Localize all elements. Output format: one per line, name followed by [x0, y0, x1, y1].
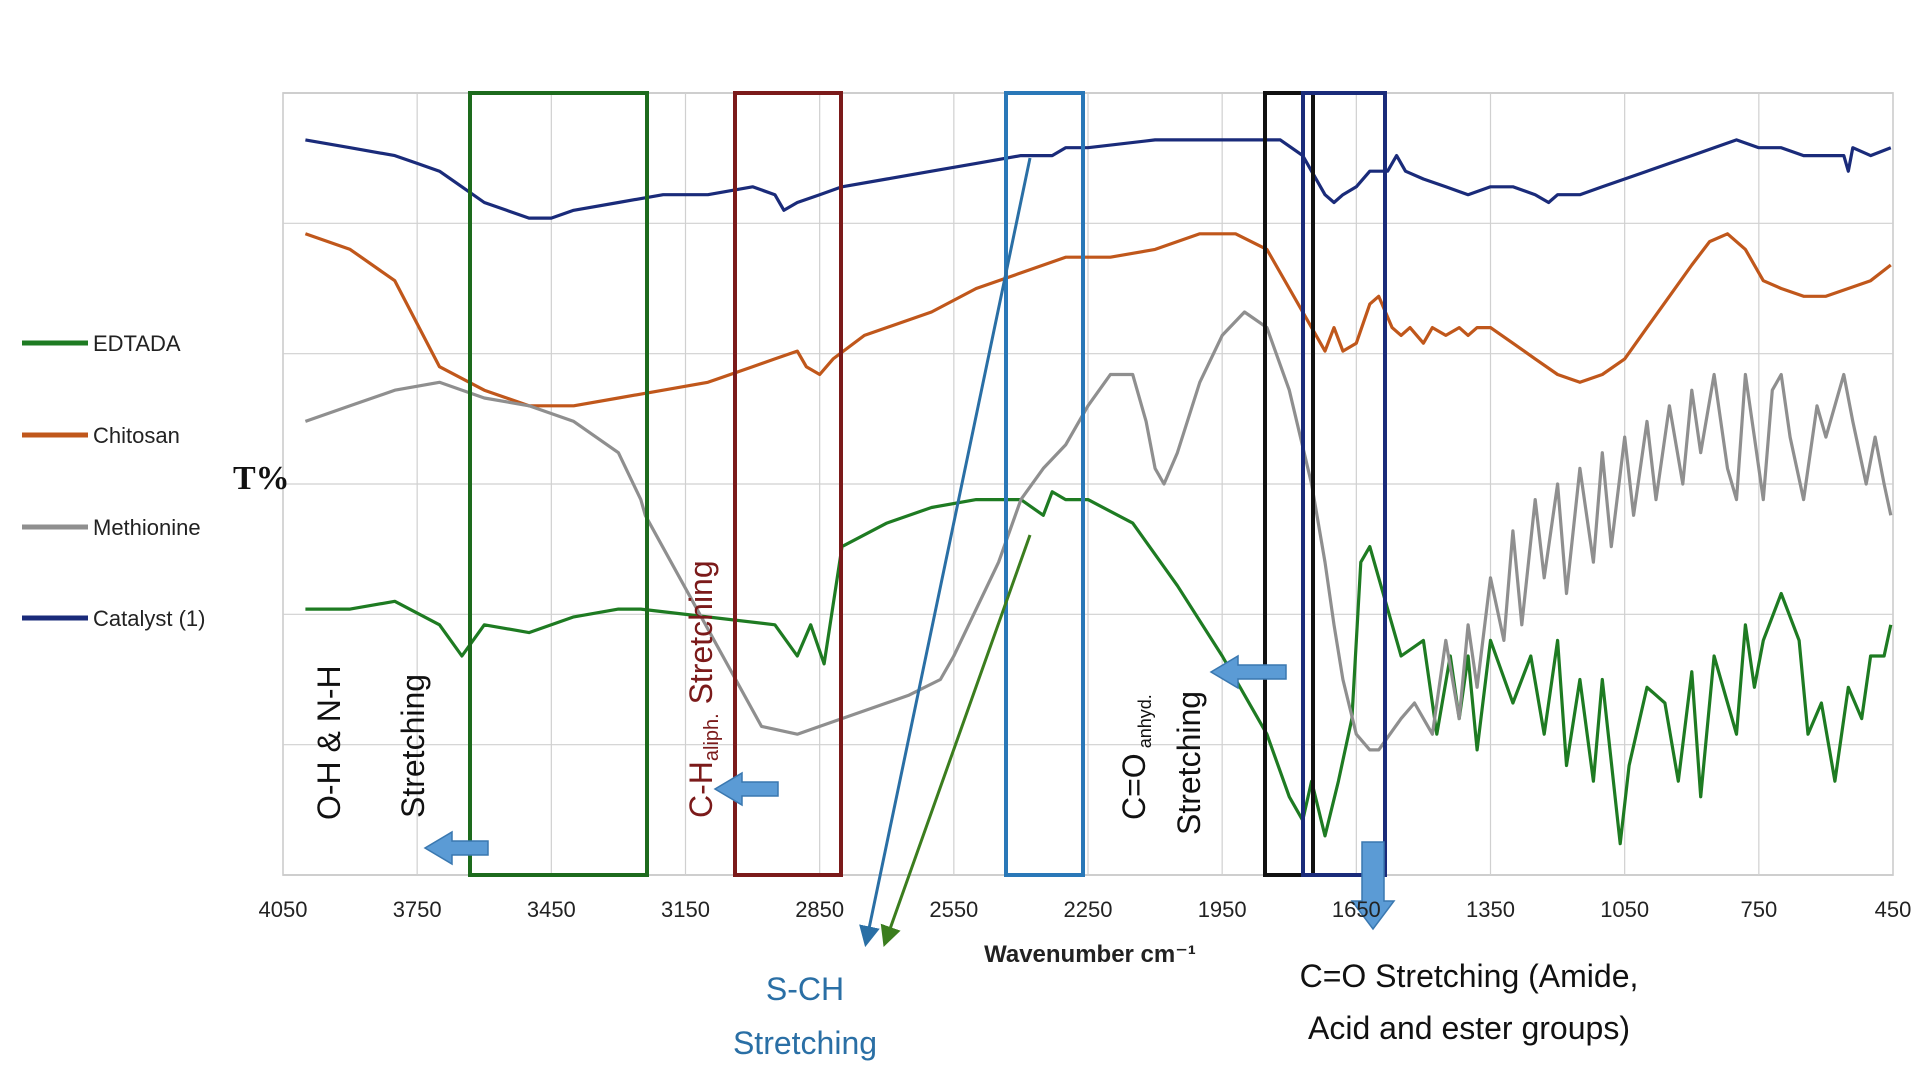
- legend-label: Methionine: [93, 515, 201, 540]
- arrow-left-ch-aliph: [713, 771, 779, 807]
- series-line-edtada: [305, 490, 1893, 846]
- series-line-catalyst-1: [305, 138, 1892, 220]
- x-tick-labels: 4050 3750 3450 3150 2850 2550 2250 1950 1650 1350…: [259, 897, 1912, 922]
- highlight-boxes: [468, 91, 1387, 877]
- box-ch-aliph: [733, 91, 843, 877]
- annotation-oh-nh-line1: O-H & N-H: [311, 665, 347, 820]
- x-axis-label: Wavenumber cm⁻¹: [984, 941, 1196, 968]
- annotation-co-amide-line2: Acid and ester groups): [1308, 1010, 1630, 1046]
- sch-pointer-blue: [859, 157, 1032, 948]
- legend-label: Chitosan: [93, 423, 180, 448]
- annotation-ch-main: C-H: [683, 761, 719, 818]
- annotation-co-amide-line1: C=O Stretching (Amide,: [1300, 958, 1639, 994]
- annotation-sch-line1: S-CH: [766, 971, 844, 1007]
- x-tick-label: 3150: [661, 897, 710, 922]
- box-oh-nh: [468, 91, 649, 877]
- legend: EDTADA Chitosan Methionine Catalyst (1): [22, 331, 205, 631]
- series-line-methionine: [304, 310, 1893, 752]
- x-tick-label: 2250: [1064, 897, 1113, 922]
- annotation-co-anhyd-sub: anhyd.: [1135, 694, 1155, 753]
- legend-label: EDTADA: [93, 331, 181, 356]
- x-tick-label: 2550: [929, 897, 978, 922]
- x-tick-label: 3750: [393, 897, 442, 922]
- legend-label: Catalyst (1): [93, 606, 205, 631]
- annotation-oh-nh-line2: Stretching: [395, 674, 431, 818]
- plot-grid: [282, 92, 1894, 876]
- sch-pointer-green: [880, 534, 1032, 947]
- x-tick-label: 3450: [527, 897, 576, 922]
- x-tick-label: 1950: [1198, 897, 1247, 922]
- annotation-co-anhyd-main: C=O: [1116, 753, 1152, 820]
- x-tick-label: 4050: [259, 897, 308, 922]
- annotation-ch-sub: aliph.: [701, 713, 723, 761]
- annotation-ch-aliph: C-Haliph. Stretching: [683, 560, 723, 818]
- box-sch: [1004, 91, 1085, 877]
- series-group: [304, 138, 1893, 846]
- box-co-amide: [1301, 91, 1387, 877]
- arrow-down-co-amide: [1350, 841, 1396, 931]
- arrow-left-oh-nh: [423, 830, 489, 866]
- x-tick-label: 750: [1740, 897, 1777, 922]
- annotation-co-anhyd-line2: Stretching: [1171, 691, 1207, 835]
- annotation-sch-line2: Stretching: [733, 1025, 877, 1061]
- arrow-left-co-anhyd: [1209, 654, 1287, 690]
- x-tick-label: 1650: [1332, 897, 1381, 922]
- series-line-chitosan: [304, 232, 1892, 408]
- x-tick-label: 1350: [1466, 897, 1515, 922]
- y-axis-label: T%: [233, 460, 290, 497]
- x-tick-label: 1050: [1600, 897, 1649, 922]
- box-co-anhyd: [1263, 91, 1315, 877]
- x-tick-label: 2850: [795, 897, 844, 922]
- annotation-ch-suffix: Stretching: [683, 560, 719, 713]
- x-tick-label: 450: [1875, 897, 1912, 922]
- annotation-co-anhyd-line1: C=O anhyd.: [1116, 694, 1155, 820]
